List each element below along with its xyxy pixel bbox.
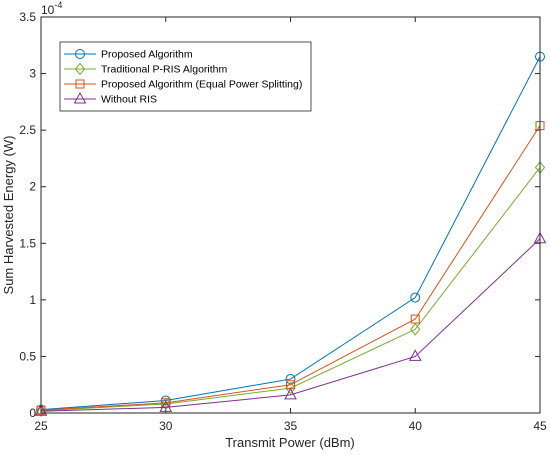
x-axis-label: Transmit Power (dBm) <box>225 435 355 450</box>
legend-item: Without RIS <box>64 91 157 106</box>
y-axis-ticks: 0 0.5 1 1.5 2 2.5 3 3.5 <box>19 10 540 420</box>
y-tick-label: 3.5 <box>19 10 36 24</box>
x-axis-ticks: 25 30 35 40 45 <box>34 17 547 433</box>
y-tick-label: 0 <box>29 406 36 420</box>
y-tick-label: 1 <box>29 293 36 307</box>
legend-swatch-marker <box>73 91 87 104</box>
x-tick-label: 40 <box>409 419 423 433</box>
data-point <box>285 374 296 385</box>
y-tick-label: 3 <box>29 67 36 81</box>
data-point <box>34 404 48 416</box>
data-point <box>35 404 47 418</box>
series-line <box>40 238 541 412</box>
y-tick-label: 2 <box>29 180 36 194</box>
series-layer <box>34 51 547 418</box>
legend-label: Proposed Algorithm <box>101 49 193 61</box>
data-point <box>408 349 422 361</box>
data-point <box>410 314 420 324</box>
legend-item: Proposed Algorithm (Equal Power Splittin… <box>64 79 302 91</box>
series-line <box>40 125 541 411</box>
y-tick-label: 1.5 <box>19 236 36 250</box>
y-tick-label: 0.5 <box>19 349 36 363</box>
legend-item: Proposed Algorithm <box>64 49 193 61</box>
x-tick-label: 45 <box>533 419 547 433</box>
legend-label: Proposed Algorithm (Equal Power Splittin… <box>101 79 302 91</box>
x-tick-label: 35 <box>284 419 298 433</box>
legend-item: Traditional P-RIS Algorithm <box>64 62 227 76</box>
legend-label: Traditional P-RIS Algorithm <box>101 64 227 76</box>
legend-box <box>59 41 312 112</box>
series-square <box>36 121 545 415</box>
plot-frame <box>40 16 541 414</box>
legend-swatch-marker <box>74 62 86 76</box>
data-point <box>159 400 173 412</box>
x-tick-label: 25 <box>34 419 48 433</box>
y-exponent: 10-4 <box>41 0 62 17</box>
data-point <box>285 381 296 395</box>
data-point <box>410 322 421 336</box>
legend: Proposed Algorithm Traditional P-RIS Algo… <box>59 41 312 112</box>
series-line <box>40 56 541 411</box>
data-point <box>284 387 297 400</box>
data-point <box>161 398 171 408</box>
y-axis-label: Sum Harvested Energy (W) <box>1 136 16 295</box>
data-point <box>410 292 421 303</box>
x-tick-label: 30 <box>159 419 173 433</box>
legend-swatch-marker <box>75 49 85 59</box>
legend-swatch-marker <box>75 79 85 89</box>
legend-label: Without RIS <box>101 94 157 106</box>
y-tick-label: 2.5 <box>19 123 36 137</box>
